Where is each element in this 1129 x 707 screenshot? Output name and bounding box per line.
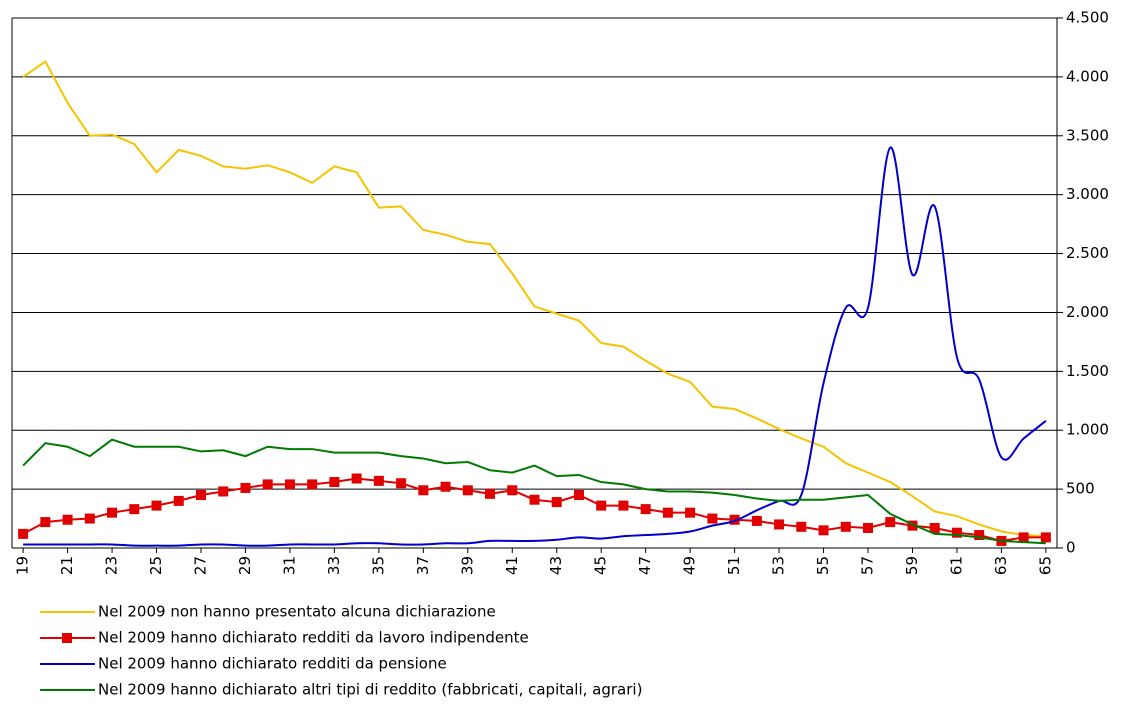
marker — [40, 517, 51, 528]
marker — [240, 482, 251, 493]
y-tick-label: 1.500 — [1066, 362, 1109, 380]
x-tick-label: 41 — [503, 556, 521, 575]
marker — [729, 514, 740, 525]
y-tick-label: 1.000 — [1066, 421, 1109, 439]
marker — [1040, 532, 1051, 543]
marker — [951, 527, 962, 538]
marker — [529, 494, 540, 505]
y-tick-label: 2.500 — [1066, 244, 1109, 262]
x-tick-label: 49 — [681, 556, 699, 575]
x-tick-label: 37 — [414, 556, 432, 575]
marker — [840, 521, 851, 532]
marker — [974, 530, 985, 541]
legend-label: Nel 2009 hanno dichiarato redditi da pen… — [98, 655, 447, 673]
marker — [218, 486, 229, 497]
legend-marker — [62, 633, 72, 643]
x-tick-label: 63 — [992, 556, 1010, 575]
marker — [796, 521, 807, 532]
marker — [396, 478, 407, 489]
marker — [373, 475, 384, 486]
y-tick-label: 4.000 — [1066, 67, 1109, 85]
marker — [818, 525, 829, 536]
marker — [329, 477, 340, 488]
y-tick-label: 2.000 — [1066, 303, 1109, 321]
marker — [618, 500, 629, 511]
marker — [1018, 532, 1029, 543]
marker — [507, 485, 518, 496]
legend-label: Nel 2009 non hanno presentato alcuna dic… — [98, 603, 496, 621]
x-tick-label: 51 — [725, 556, 743, 575]
marker — [351, 473, 362, 484]
marker — [262, 479, 273, 490]
marker — [929, 522, 940, 533]
marker — [462, 485, 473, 496]
series-line — [22, 477, 1046, 542]
marker — [18, 528, 29, 539]
y-tick-label: 0 — [1066, 539, 1076, 557]
y-tick-label: 500 — [1066, 480, 1095, 498]
series-line — [23, 146, 1047, 547]
x-tick-label: 21 — [58, 556, 76, 575]
x-tick-label: 55 — [814, 556, 832, 575]
marker — [662, 507, 673, 518]
marker — [907, 520, 918, 531]
x-tick-label: 23 — [103, 556, 121, 575]
x-tick-label: 19 — [14, 556, 32, 575]
marker — [863, 522, 874, 533]
marker — [751, 515, 762, 526]
marker — [151, 500, 162, 511]
series-line — [22, 60, 1046, 538]
x-tick-label: 53 — [770, 556, 788, 575]
legend-label: Nel 2009 hanno dichiarato altri tipi di … — [98, 681, 642, 699]
x-tick-label: 35 — [369, 556, 387, 575]
y-tick-label: 3.000 — [1066, 185, 1109, 203]
marker — [707, 513, 718, 524]
x-tick-label: 27 — [191, 556, 209, 575]
y-tick-label: 3.500 — [1066, 126, 1109, 144]
marker — [685, 507, 696, 518]
x-tick-label: 61 — [947, 556, 965, 575]
x-tick-label: 25 — [147, 556, 165, 575]
marker — [551, 497, 562, 508]
marker — [774, 519, 785, 530]
marker — [284, 479, 295, 490]
marker — [84, 513, 95, 524]
marker — [573, 490, 584, 500]
marker — [418, 485, 429, 496]
x-tick-label: 57 — [859, 556, 877, 575]
legend-label: Nel 2009 hanno dichiarato redditi da lav… — [98, 629, 529, 647]
x-tick-label: 47 — [636, 556, 654, 575]
marker — [440, 481, 451, 492]
marker — [485, 488, 496, 499]
x-tick-label: 33 — [325, 556, 343, 575]
marker — [129, 504, 140, 515]
series-line — [22, 438, 1046, 545]
x-tick-label: 45 — [592, 556, 610, 575]
x-tick-label: 43 — [547, 556, 565, 575]
marker — [640, 504, 651, 515]
marker — [107, 507, 118, 518]
x-tick-label: 31 — [280, 556, 298, 575]
x-tick-label: 59 — [903, 556, 921, 575]
x-tick-label: 65 — [1036, 556, 1054, 575]
marker — [885, 517, 896, 528]
marker — [173, 495, 184, 506]
marker — [62, 514, 73, 525]
x-tick-label: 39 — [458, 556, 476, 575]
marker — [307, 479, 318, 490]
x-tick-label: 29 — [236, 556, 254, 575]
marker — [596, 500, 607, 511]
marker — [195, 490, 206, 500]
y-tick-label: 4.500 — [1066, 9, 1109, 27]
